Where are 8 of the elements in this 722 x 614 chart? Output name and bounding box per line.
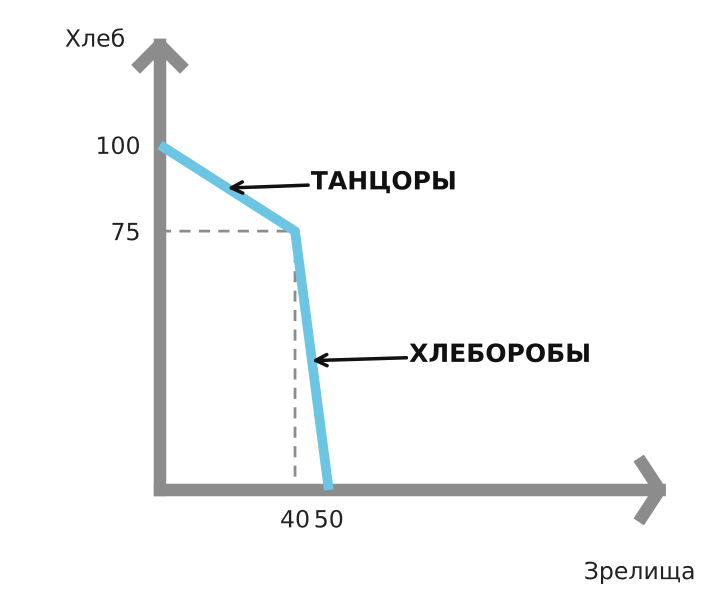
- y-axis-title: Хлеб: [66, 28, 124, 47]
- annotation: ХЛЕБОРОБЫ: [410, 343, 589, 362]
- y-tick-label: 75: [112, 222, 138, 240]
- x-axis-title: Зрелища: [585, 562, 694, 584]
- x-tick-label: 50: [316, 510, 342, 528]
- y-tick-label: 100: [98, 136, 139, 154]
- x-tick-label: 40: [281, 510, 308, 528]
- annotation: ТАНЦОРЫ: [310, 170, 455, 194]
